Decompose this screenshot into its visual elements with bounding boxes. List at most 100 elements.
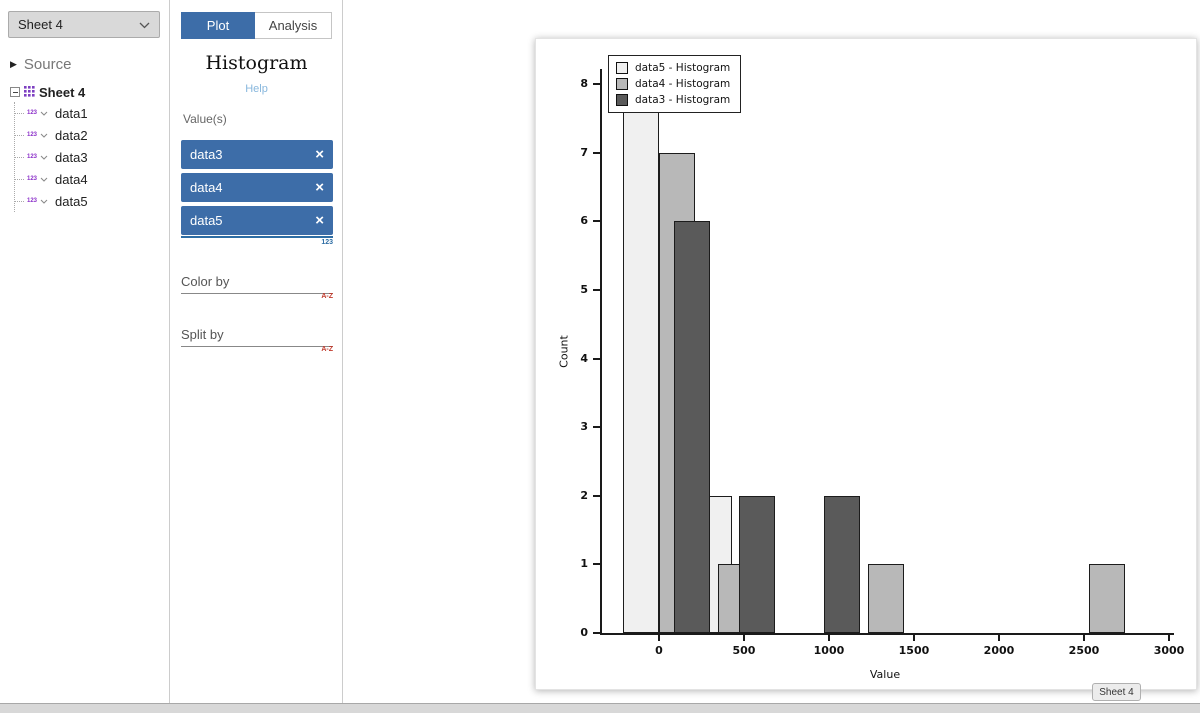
axis-label-value: Value	[869, 668, 901, 681]
tree-root-sheet[interactable]: Sheet 4	[10, 82, 88, 102]
value-dropzone[interactable]	[181, 236, 333, 238]
chip-label: data3	[190, 147, 223, 162]
x-tick-mark	[742, 635, 745, 641]
sheet-selector-dropdown[interactable]: Sheet 4	[8, 11, 160, 38]
y-tick-label: 3	[580, 420, 588, 434]
x-tick-mark	[657, 635, 660, 641]
sort-az-icon: A-Z	[321, 346, 333, 353]
remove-chip-button[interactable]: ×	[315, 146, 324, 163]
tree-item-label: data3	[55, 149, 88, 165]
numeric-column-icon: 123	[27, 198, 38, 204]
x-tick-mark	[997, 635, 1000, 641]
y-tick-label: 4	[580, 351, 588, 365]
value-chip-data5[interactable]: data5 ×	[181, 206, 333, 235]
chevron-down-icon[interactable]	[40, 133, 48, 138]
tree-item-label: data4	[55, 171, 88, 187]
tree-item-data2[interactable]: 123 data2	[15, 124, 88, 146]
y-tick-mark	[593, 288, 600, 291]
tab-plot[interactable]: Plot	[181, 12, 255, 39]
source-tree: Sheet 4 123 data1 123 data2 123 data3 123 data4…	[10, 82, 88, 212]
plot-config-panel: Plot Analysis Histogram Help Value(s) da…	[171, 0, 343, 703]
tree-connector	[15, 200, 24, 202]
color-by-field[interactable]: Color by	[181, 274, 333, 294]
chart-legend: data5 - Histogram data4 - Histogram data3 …	[608, 55, 742, 113]
tree-item-data5[interactable]: 123 data5	[15, 190, 88, 212]
y-tick-mark	[593, 83, 600, 85]
sheet-tab[interactable]: Sheet 4	[1092, 683, 1141, 701]
remove-chip-button[interactable]: ×	[315, 179, 324, 196]
histogram-bar-data3	[823, 495, 860, 633]
tree-item-label: data5	[55, 193, 88, 209]
x-axis-line	[600, 633, 1174, 635]
value-chip-data3[interactable]: data3 ×	[181, 140, 333, 169]
y-tick-mark	[593, 494, 600, 497]
y-tick-label: 1	[580, 557, 588, 571]
tree-item-label: data1	[55, 105, 88, 121]
y-axis-line	[600, 69, 602, 635]
legend-label: data3 - Histogram	[635, 94, 731, 106]
legend-label: data5 - Histogram	[635, 62, 731, 74]
help-link[interactable]: Help	[245, 83, 268, 95]
data-sidebar: Sheet 4 ▶ Source	[0, 0, 170, 703]
histogram-bar-data4	[868, 564, 904, 633]
values-label: Value(s)	[183, 112, 227, 126]
histogram-bar-data3	[674, 221, 710, 633]
source-section-header[interactable]: ▶ Source	[10, 56, 71, 73]
y-tick-mark	[593, 563, 600, 566]
y-tick-mark	[593, 220, 600, 223]
chevron-down-icon[interactable]	[40, 177, 48, 182]
y-tick-label: 5	[580, 282, 588, 296]
chevron-down-icon[interactable]	[40, 155, 48, 160]
expand-triangle-icon: ▶	[10, 59, 17, 69]
y-tick-label: 7	[580, 145, 588, 159]
tab-analysis[interactable]: Analysis	[255, 12, 332, 39]
collapse-box-icon[interactable]	[10, 87, 20, 97]
legend-swatch	[616, 78, 628, 90]
tree-connector	[15, 156, 24, 158]
y-tick-mark	[593, 632, 600, 634]
x-tick-label: 1500	[898, 644, 930, 657]
x-tick-label: 500	[732, 644, 756, 657]
x-tick-mark	[827, 635, 830, 641]
panel-tabs: Plot Analysis	[181, 12, 332, 39]
y-tick-label: 2	[580, 488, 588, 502]
numeric-column-icon: 123	[27, 154, 38, 160]
histogram-bar-data4	[1089, 564, 1125, 633]
y-tick-label: 8	[580, 77, 588, 90]
remove-chip-button[interactable]: ×	[315, 212, 324, 229]
split-by-field[interactable]: Split by	[181, 327, 333, 347]
numeric-column-icon: 123	[27, 110, 38, 116]
sheet-selector-value: Sheet 4	[18, 17, 63, 32]
plot-type-title: Histogram	[205, 52, 308, 74]
value-chips: data3 × data4 × data5 ×	[181, 140, 333, 239]
legend-entry: data3 - Histogram	[616, 94, 730, 106]
numeric-type-icon: 123	[321, 239, 333, 246]
legend-entry: data5 - Histogram	[616, 62, 730, 74]
y-tick-mark	[593, 151, 600, 154]
tree-connector	[15, 112, 24, 114]
tree-item-data1[interactable]: 123 data1	[15, 102, 88, 124]
value-chip-data4[interactable]: data4 ×	[181, 173, 333, 202]
tree-connector	[15, 178, 24, 180]
x-tick-mark	[912, 635, 915, 641]
x-tick-label: 2500	[1068, 644, 1100, 657]
x-tick-mark	[1082, 635, 1085, 641]
chevron-down-icon[interactable]	[40, 111, 48, 116]
footer-strip	[0, 703, 1200, 713]
chevron-down-icon	[139, 17, 150, 32]
chevron-down-icon[interactable]	[40, 199, 48, 204]
tree-item-data4[interactable]: 123 data4	[15, 168, 88, 190]
tree-connector	[15, 134, 24, 136]
y-tick-label: 0	[580, 626, 588, 639]
numeric-column-icon: 123	[27, 132, 38, 138]
plot-card: Count Value data5 - Histogram data4 - His…	[535, 38, 1197, 690]
tree-item-label: data2	[55, 127, 88, 143]
tree-root-label: Sheet 4	[39, 84, 86, 100]
tree-item-data3[interactable]: 123 data3	[15, 146, 88, 168]
legend-entry: data4 - Histogram	[616, 78, 730, 90]
table-grid-icon	[24, 85, 35, 100]
sort-az-icon: A-Z	[321, 293, 333, 300]
x-tick-mark	[1168, 635, 1170, 641]
legend-label: data4 - Histogram	[635, 78, 731, 90]
